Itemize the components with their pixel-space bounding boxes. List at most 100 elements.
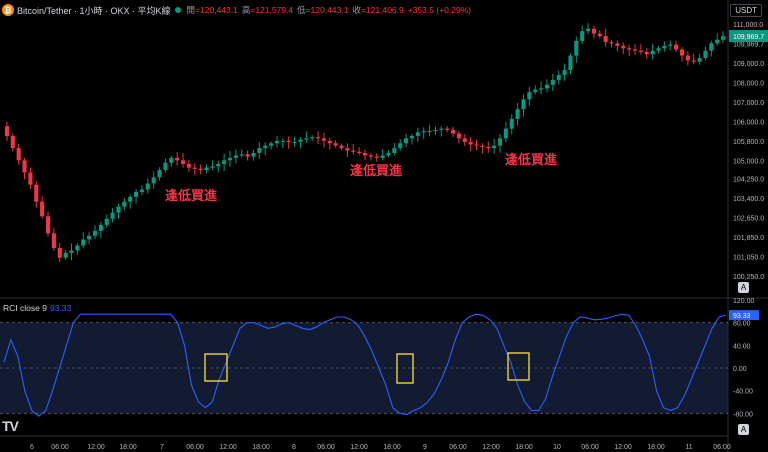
candle bbox=[603, 36, 608, 43]
candle bbox=[204, 167, 209, 171]
candle bbox=[186, 163, 191, 168]
buy-annotation: 逢低買進 bbox=[165, 188, 217, 203]
bitcoin-icon: ₿ bbox=[2, 4, 14, 16]
candle bbox=[644, 51, 649, 55]
candle bbox=[216, 163, 221, 167]
candle bbox=[63, 252, 68, 258]
candle bbox=[128, 196, 133, 202]
rci-tick-label: -40.00 bbox=[733, 389, 753, 396]
price-tick-label: 100,250.0 bbox=[733, 274, 764, 281]
rci-line bbox=[3, 313, 727, 417]
candle bbox=[539, 88, 544, 90]
candle bbox=[497, 138, 503, 146]
candle bbox=[621, 45, 626, 49]
candle bbox=[233, 155, 238, 158]
candle bbox=[527, 92, 532, 100]
candle bbox=[327, 140, 332, 144]
candle bbox=[562, 70, 567, 76]
rci-axis: 120.00 80.00 40.00 0.00 -40.00 -80.00 93.33 bbox=[729, 298, 759, 418]
candle bbox=[615, 43, 620, 46]
candle bbox=[110, 212, 115, 219]
rci-tick-label: 40.00 bbox=[733, 343, 751, 350]
candle bbox=[533, 89, 538, 93]
candle bbox=[445, 128, 450, 130]
candle bbox=[421, 131, 426, 133]
candle bbox=[415, 132, 420, 136]
tradingview-logo[interactable]: TV bbox=[2, 418, 19, 434]
candle bbox=[222, 160, 227, 164]
rci-value: 93.33 bbox=[49, 303, 72, 313]
candle bbox=[345, 148, 350, 151]
time-tick-label: 18:00 bbox=[515, 444, 533, 451]
candle bbox=[198, 168, 203, 171]
time-tick-label: 18:00 bbox=[647, 444, 665, 451]
candle bbox=[409, 135, 415, 139]
auto-scale-button-bottom[interactable]: A bbox=[738, 424, 749, 435]
high-label: 高=121,579.4 bbox=[241, 5, 294, 15]
price-tick-label: 111,000.0 bbox=[733, 22, 763, 29]
price-axis: 100,250.0 101,050.0 101,850.0 102,650.0 103,… bbox=[729, 22, 768, 281]
candle bbox=[486, 146, 491, 149]
candle bbox=[709, 43, 714, 51]
candle bbox=[580, 31, 585, 41]
candle bbox=[280, 140, 285, 142]
candle bbox=[81, 239, 86, 246]
time-tick-label: 8 bbox=[292, 444, 296, 451]
candles bbox=[4, 23, 726, 263]
symbol-title[interactable]: Bitcoin/Tether · 1小時 · OKX · 平均K線 bbox=[17, 5, 171, 16]
rci-tick-label: 80.00 bbox=[733, 321, 751, 328]
candle bbox=[4, 126, 9, 136]
signal-highlight-box bbox=[204, 353, 228, 382]
time-axis: 6 06:00 12:00 18:00 7 06:00 12:00 18:00 8 06:00 12… bbox=[30, 444, 731, 451]
candle bbox=[586, 28, 591, 32]
candle bbox=[351, 150, 356, 152]
price-tick-label: 107,000.0 bbox=[733, 100, 764, 107]
candle bbox=[480, 145, 485, 147]
open-label: 開=120,443.1 bbox=[186, 5, 238, 15]
price-tick-label: 105,000.0 bbox=[733, 158, 764, 165]
candle bbox=[433, 129, 438, 132]
time-tick-label: 12:00 bbox=[614, 444, 632, 451]
candle bbox=[34, 184, 39, 202]
candle bbox=[668, 44, 673, 46]
price-tick-label: 105,800.0 bbox=[733, 139, 764, 146]
candle bbox=[104, 218, 109, 225]
candle bbox=[310, 137, 315, 139]
candle bbox=[650, 50, 655, 55]
time-tick-label: 11 bbox=[685, 444, 692, 451]
candle bbox=[180, 160, 186, 164]
candle bbox=[75, 245, 80, 251]
candle bbox=[175, 157, 180, 161]
candle bbox=[245, 154, 250, 157]
candle bbox=[16, 148, 21, 161]
time-tick-label: 10 bbox=[553, 444, 561, 451]
currency-button[interactable]: USDT bbox=[730, 4, 762, 17]
candle bbox=[503, 128, 508, 139]
candle bbox=[333, 143, 338, 146]
candle bbox=[116, 206, 121, 213]
candle bbox=[398, 143, 403, 149]
candle bbox=[691, 60, 696, 62]
rci-label: RCI close 9 bbox=[3, 303, 47, 313]
time-tick-label: 18:00 bbox=[252, 444, 270, 451]
change-value: +353.5 (+0.29%) bbox=[407, 5, 472, 15]
time-tick-label: 6 bbox=[30, 444, 34, 451]
candle bbox=[521, 99, 526, 110]
rci-legend[interactable]: RCI close 9 93.33 bbox=[3, 303, 71, 313]
candle bbox=[656, 48, 661, 51]
time-tick-label: 06:00 bbox=[51, 444, 69, 451]
time-tick-label: 18:00 bbox=[119, 444, 137, 451]
candle bbox=[439, 128, 444, 130]
time-tick-label: 12:00 bbox=[219, 444, 237, 451]
candle bbox=[456, 133, 461, 139]
candle bbox=[169, 157, 174, 163]
price-tick-label: 106,000.0 bbox=[733, 119, 764, 126]
candle bbox=[98, 224, 103, 231]
status-dot bbox=[174, 7, 181, 13]
candle bbox=[679, 49, 685, 56]
candle bbox=[269, 143, 274, 146]
auto-scale-button-top[interactable]: A bbox=[738, 282, 749, 293]
